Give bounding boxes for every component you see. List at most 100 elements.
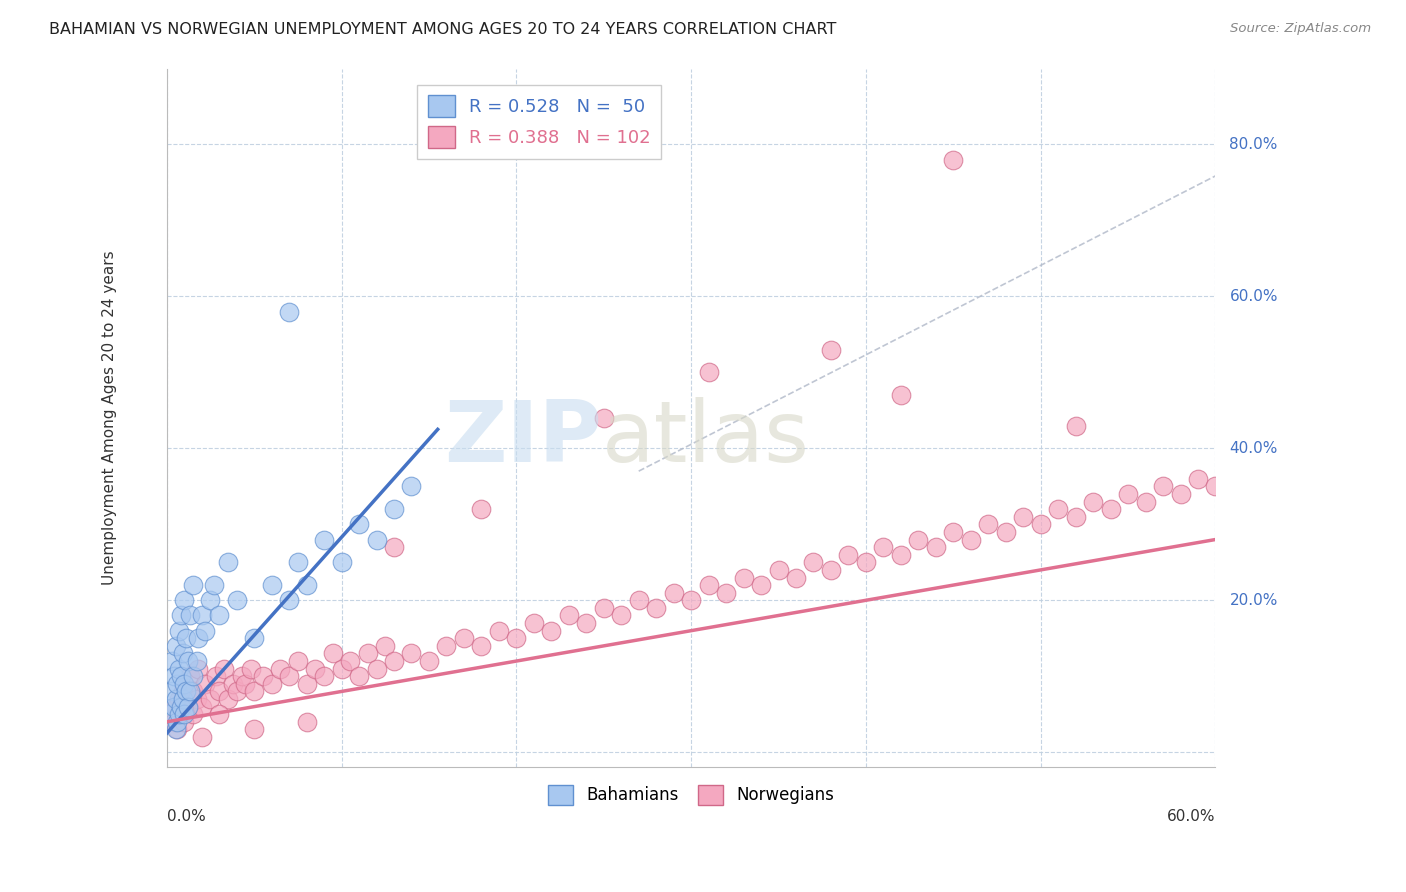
Point [1029,517,1052,532]
Point [243,723,266,737]
Point [322,647,344,661]
Point [366,662,388,676]
Point [382,540,405,554]
Point [382,502,405,516]
Point [592,411,614,425]
Point [610,608,633,623]
Point [1205,479,1227,493]
Point [339,654,361,668]
Text: atlas: atlas [602,398,810,481]
Point [181,578,204,592]
Point [681,593,703,607]
Point [295,714,318,729]
Point [186,692,208,706]
Point [186,654,208,668]
Point [260,677,283,691]
Text: 40.0%: 40.0% [1229,441,1278,456]
Point [837,548,859,562]
Point [167,662,190,676]
Point [160,654,183,668]
Point [190,730,212,744]
Point [994,524,1017,539]
Point [575,616,598,631]
Point [803,555,825,569]
Point [278,593,301,607]
Point [260,578,283,592]
Point [872,540,894,554]
Point [314,669,336,683]
Point [977,517,1000,532]
Point [163,714,186,729]
Point [208,608,231,623]
Point [166,714,188,729]
Point [174,632,197,646]
Point [558,608,581,623]
Point [172,692,194,706]
Point [314,533,336,547]
Point [627,593,650,607]
Point [194,624,217,638]
Point [890,548,912,562]
Point [179,669,201,683]
Point [295,578,318,592]
Point [243,684,266,698]
Point [231,669,253,683]
Point [820,343,842,357]
Point [159,707,181,722]
Point [1064,509,1087,524]
Point [374,639,396,653]
Point [187,662,209,676]
Point [382,654,405,668]
Point [252,669,274,683]
Point [235,677,257,691]
Point [174,684,197,698]
Point [177,699,200,714]
Point [172,684,194,698]
Point [523,616,546,631]
Point [179,608,201,623]
Point [166,677,188,691]
Point [172,647,194,661]
Point [942,153,965,167]
Text: 80.0%: 80.0% [1229,137,1278,152]
Point [278,669,301,683]
Point [239,662,262,676]
Point [453,632,475,646]
Point [204,669,226,683]
Point [173,714,195,729]
Point [165,692,187,706]
Point [165,699,187,714]
Point [167,707,190,722]
Point [278,304,301,318]
Point [202,578,225,592]
Point [179,684,201,698]
Point [181,669,204,683]
Point [401,647,423,661]
Point [170,699,193,714]
Point [208,684,231,698]
Point [436,639,458,653]
Point [418,654,440,668]
Point [540,624,562,638]
Point [1135,494,1157,508]
Point [200,593,222,607]
Point [165,639,187,653]
Point [1047,502,1070,516]
Point [287,555,309,569]
Point [167,692,190,706]
Point [768,563,790,577]
Point [1116,487,1139,501]
Point [163,699,186,714]
Point [592,600,614,615]
Point [187,632,209,646]
Point [163,669,186,683]
Point [173,677,195,691]
Point [925,540,948,554]
Point [401,479,423,493]
Point [366,533,388,547]
Point [287,654,309,668]
Point [1187,472,1209,486]
Text: Unemployment Among Ages 20 to 24 years: Unemployment Among Ages 20 to 24 years [101,251,117,585]
Point [222,677,245,691]
Point [177,654,200,668]
